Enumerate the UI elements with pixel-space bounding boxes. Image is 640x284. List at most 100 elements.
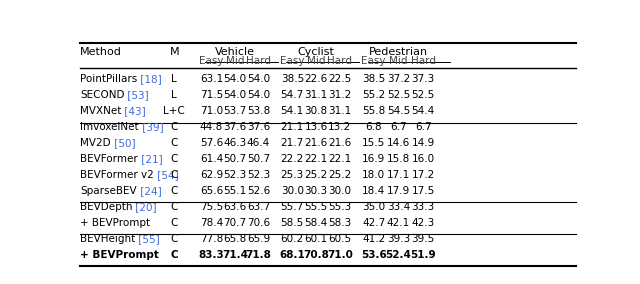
Text: 71.5: 71.5	[200, 90, 223, 100]
Text: 6.7: 6.7	[390, 122, 407, 132]
Text: 37.6: 37.6	[247, 122, 270, 132]
Text: 37.2: 37.2	[387, 74, 410, 84]
Text: 63.1: 63.1	[200, 74, 223, 84]
Text: 52.3: 52.3	[247, 170, 270, 180]
Text: 68.1: 68.1	[280, 250, 305, 260]
Text: 55.8: 55.8	[362, 106, 385, 116]
Text: Easy: Easy	[362, 56, 386, 66]
Text: 50.7: 50.7	[247, 154, 270, 164]
Text: C: C	[170, 250, 178, 260]
Text: 70.6: 70.6	[247, 218, 270, 228]
Text: 6.7: 6.7	[415, 122, 431, 132]
Text: C: C	[170, 154, 178, 164]
Text: 14.6: 14.6	[387, 138, 410, 148]
Text: 65.8: 65.8	[223, 234, 246, 244]
Text: 60.2: 60.2	[281, 234, 304, 244]
Text: BEVHeight: BEVHeight	[80, 234, 135, 244]
Text: 53.7: 53.7	[223, 106, 246, 116]
Text: 53.8: 53.8	[247, 106, 270, 116]
Text: 33.3: 33.3	[412, 202, 435, 212]
Text: 22.2: 22.2	[281, 154, 304, 164]
Text: C: C	[170, 186, 178, 196]
Text: 63.7: 63.7	[247, 202, 270, 212]
Text: SECOND: SECOND	[80, 90, 125, 100]
Text: 31.1: 31.1	[328, 106, 351, 116]
Text: 54.1: 54.1	[281, 106, 304, 116]
Text: [20]: [20]	[132, 202, 157, 212]
Text: 77.8: 77.8	[200, 234, 223, 244]
Text: 65.9: 65.9	[247, 234, 270, 244]
Text: 60.5: 60.5	[328, 234, 351, 244]
Text: Method: Method	[80, 47, 122, 57]
Text: [55]: [55]	[135, 234, 160, 244]
Text: SparseBEV: SparseBEV	[80, 186, 136, 196]
Text: 71.8: 71.8	[246, 250, 271, 260]
Text: BEVFormer: BEVFormer	[80, 154, 138, 164]
Text: 30.3: 30.3	[305, 186, 328, 196]
Text: 30.0: 30.0	[281, 186, 304, 196]
Text: + BEVPrompt: + BEVPrompt	[80, 218, 150, 228]
Text: 54.5: 54.5	[387, 106, 410, 116]
Text: 83.3: 83.3	[198, 250, 224, 260]
Text: Vehicle: Vehicle	[215, 47, 255, 57]
Text: 38.5: 38.5	[281, 74, 304, 84]
Text: 30.8: 30.8	[305, 106, 328, 116]
Text: 78.4: 78.4	[200, 218, 223, 228]
Text: 63.6: 63.6	[223, 202, 246, 212]
Text: 33.4: 33.4	[387, 202, 410, 212]
Text: 58.4: 58.4	[305, 218, 328, 228]
Text: PointPillars: PointPillars	[80, 74, 137, 84]
Text: 54.7: 54.7	[281, 90, 304, 100]
Text: 42.3: 42.3	[412, 218, 435, 228]
Text: 25.3: 25.3	[281, 170, 304, 180]
Text: 31.1: 31.1	[305, 90, 328, 100]
Text: 52.5: 52.5	[387, 90, 410, 100]
Text: 71.0: 71.0	[327, 250, 353, 260]
Text: 55.3: 55.3	[328, 202, 351, 212]
Text: 37.3: 37.3	[412, 74, 435, 84]
Text: 57.6: 57.6	[200, 138, 223, 148]
Text: 54.0: 54.0	[223, 74, 246, 84]
Text: 52.5: 52.5	[412, 90, 435, 100]
Text: [50]: [50]	[111, 138, 135, 148]
Text: [39]: [39]	[139, 122, 163, 132]
Text: 54.0: 54.0	[247, 90, 270, 100]
Text: 16.9: 16.9	[362, 154, 385, 164]
Text: 75.5: 75.5	[200, 202, 223, 212]
Text: 17.1: 17.1	[387, 170, 410, 180]
Text: 50.7: 50.7	[223, 154, 246, 164]
Text: C: C	[170, 234, 178, 244]
Text: Pedestrian: Pedestrian	[369, 47, 428, 57]
Text: 6.8: 6.8	[365, 122, 382, 132]
Text: 55.1: 55.1	[223, 186, 246, 196]
Text: 15.5: 15.5	[362, 138, 385, 148]
Text: 21.1: 21.1	[281, 122, 304, 132]
Text: 21.7: 21.7	[281, 138, 304, 148]
Text: 52.6: 52.6	[247, 186, 270, 196]
Text: 15.8: 15.8	[387, 154, 410, 164]
Text: 22.1: 22.1	[305, 154, 328, 164]
Text: 58.3: 58.3	[328, 218, 351, 228]
Text: Easy: Easy	[199, 56, 224, 66]
Text: 17.2: 17.2	[412, 170, 435, 180]
Text: 31.2: 31.2	[328, 90, 351, 100]
Text: 54.4: 54.4	[412, 106, 435, 116]
Text: L: L	[172, 90, 177, 100]
Text: Hard: Hard	[411, 56, 436, 66]
Text: 39.3: 39.3	[387, 234, 410, 244]
Text: + BEVPrompt: + BEVPrompt	[80, 250, 159, 260]
Text: C: C	[170, 138, 178, 148]
Text: 61.4: 61.4	[200, 154, 223, 164]
Text: C: C	[170, 170, 178, 180]
Text: C: C	[170, 202, 178, 212]
Text: Cyclist: Cyclist	[298, 47, 335, 57]
Text: 70.8: 70.8	[303, 250, 329, 260]
Text: MVXNet: MVXNet	[80, 106, 122, 116]
Text: 55.2: 55.2	[362, 90, 385, 100]
Text: 22.1: 22.1	[328, 154, 351, 164]
Text: Mid: Mid	[225, 56, 244, 66]
Text: 60.1: 60.1	[305, 234, 328, 244]
Text: 53.6: 53.6	[361, 250, 387, 260]
Text: 52.4: 52.4	[385, 250, 412, 260]
Text: 52.3: 52.3	[223, 170, 246, 180]
